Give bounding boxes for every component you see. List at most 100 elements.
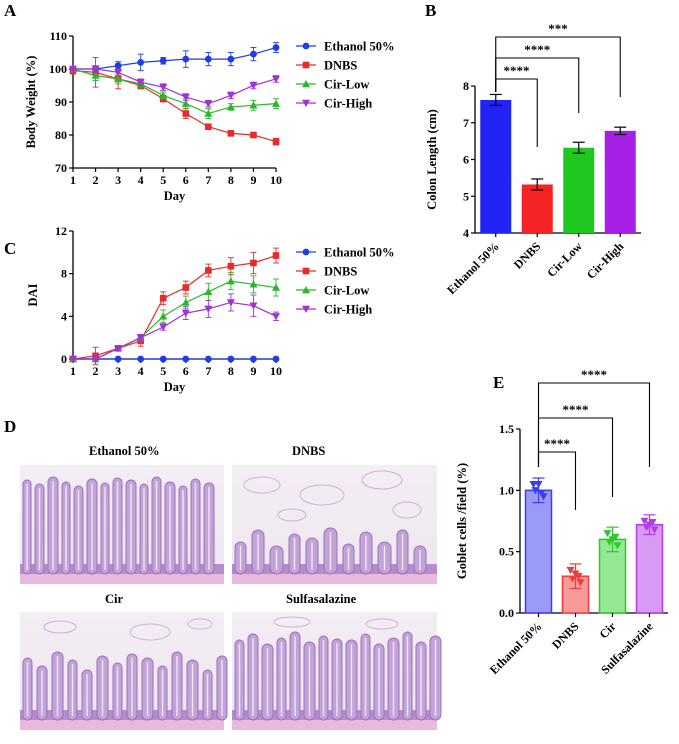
legend-marker	[302, 248, 310, 256]
legend-label: Cir-High	[324, 303, 372, 317]
x-tick-label: 9	[250, 173, 256, 187]
bar	[521, 184, 553, 233]
individual-point	[603, 530, 612, 538]
legend-marker	[302, 286, 310, 294]
x-tick-label: DNBS	[511, 239, 544, 272]
legend-marker	[302, 305, 310, 313]
data-point	[249, 280, 258, 288]
legend-label: Ethanol 50%	[324, 40, 395, 54]
data-point	[272, 355, 280, 363]
legend-label: Cir-Low	[324, 78, 369, 92]
micro-label-dnbs: DNBS	[292, 444, 325, 458]
x-tick-label: DNBS	[549, 619, 582, 652]
y-tick-label: 7	[463, 116, 469, 130]
data-point	[250, 50, 257, 58]
x-tick-label: 5	[160, 173, 166, 187]
legend-marker	[302, 80, 310, 88]
data-point	[159, 355, 167, 363]
data-point	[181, 93, 190, 102]
data-point	[250, 355, 257, 363]
data-point	[182, 110, 190, 117]
data-point	[204, 100, 213, 108]
data-point	[136, 334, 145, 342]
significance-bracket	[537, 382, 651, 467]
x-tick-label: 5	[160, 364, 166, 378]
individual-point	[571, 570, 580, 578]
individual-point	[613, 542, 622, 550]
micrograph-sulfasalazine	[232, 612, 442, 730]
series-line	[72, 70, 277, 143]
data-point	[249, 82, 258, 90]
series-line	[73, 68, 277, 105]
data-point	[250, 131, 257, 139]
tissue-debris	[392, 501, 422, 519]
individual-point	[568, 575, 577, 583]
x-tick-label: 8	[228, 173, 234, 187]
series-dnbs	[69, 247, 280, 365]
data-point	[91, 71, 100, 79]
data-point	[159, 323, 168, 331]
individual-point	[650, 526, 659, 534]
significance-label: ****	[581, 367, 607, 382]
significance-label: ****	[504, 63, 530, 78]
data-point	[272, 138, 280, 145]
data-point	[114, 74, 123, 83]
series-line	[73, 301, 277, 360]
y-tick-label: 4	[61, 309, 67, 323]
tissue-debris	[273, 616, 311, 628]
data-point	[226, 92, 235, 100]
legend-label: Cir-Low	[324, 284, 369, 298]
y-tick-label: 1.0	[499, 483, 514, 497]
data-point	[226, 299, 235, 307]
series-line	[72, 68, 277, 115]
data-point	[204, 305, 213, 313]
y-tick-label: 8	[463, 79, 469, 93]
y-tick-label: 0	[61, 352, 67, 366]
significance-label: ****	[544, 436, 570, 451]
bar	[604, 130, 636, 233]
data-point	[272, 313, 280, 321]
legend-label: DNBS	[324, 59, 357, 73]
data-point	[159, 294, 167, 302]
tissue-debris	[361, 470, 403, 490]
data-point	[204, 109, 213, 117]
individual-point	[531, 487, 540, 495]
micrograph-dnbs	[232, 465, 437, 584]
bar	[480, 99, 512, 233]
x-axis-title: Day	[164, 189, 186, 203]
data-point	[159, 83, 168, 92]
bar	[635, 523, 664, 614]
data-point	[159, 312, 168, 320]
series-dnbs	[69, 57, 280, 146]
x-tick-label: 9	[250, 364, 256, 378]
y-tick-label: 70	[55, 161, 67, 175]
y-tick-label: 80	[55, 128, 67, 142]
x-tick-label: 1	[70, 364, 76, 378]
legend-label: DNBS	[324, 265, 357, 279]
x-tick-label: 3	[115, 173, 121, 187]
micro-label-ethanol: Ethanol 50%	[89, 444, 160, 458]
data-point	[181, 298, 190, 306]
submucosa	[20, 572, 224, 584]
data-point	[181, 309, 190, 318]
data-point	[227, 262, 235, 270]
series-line	[72, 254, 277, 360]
bar	[524, 489, 553, 614]
x-tick-label: 10	[270, 173, 282, 187]
x-tick-label: Ethanol 50%	[444, 239, 502, 297]
x-axis-title: Day	[164, 380, 186, 394]
data-point	[182, 284, 190, 291]
data-point	[114, 355, 122, 363]
y-axis-title: Body Weight (%)	[24, 56, 38, 149]
data-point	[272, 44, 280, 51]
data-point	[227, 55, 235, 63]
individual-point	[576, 579, 585, 587]
legend-label: Cir-High	[324, 97, 372, 111]
data-point	[226, 277, 235, 285]
x-tick-label: 6	[183, 173, 189, 187]
significance-bracket	[495, 36, 621, 97]
x-tick-label: 4	[138, 364, 144, 378]
y-tick-label: 12	[55, 224, 67, 238]
